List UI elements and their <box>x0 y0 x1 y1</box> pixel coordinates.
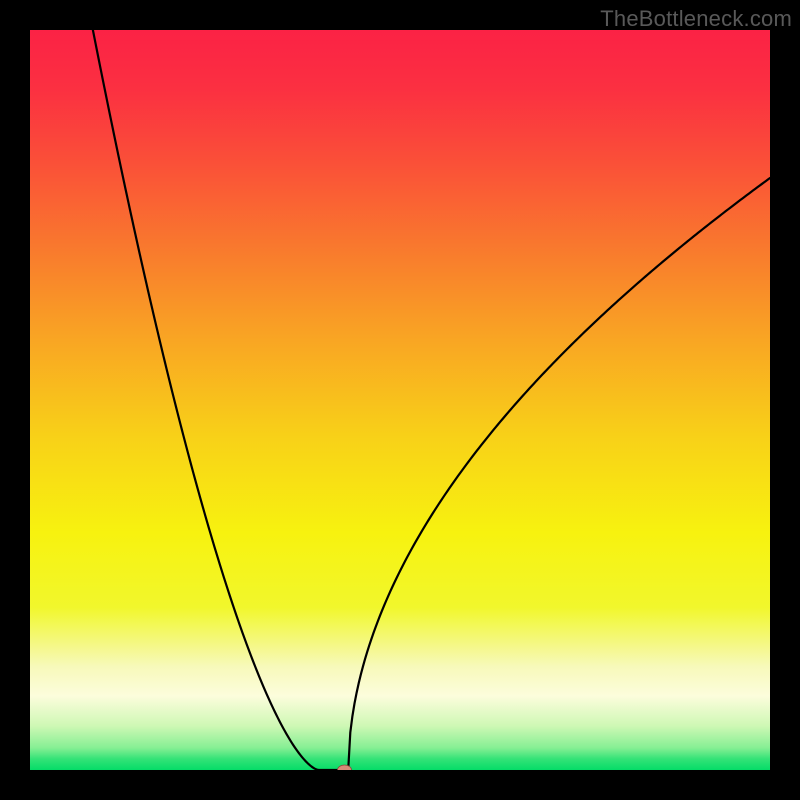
plot-area <box>30 30 770 770</box>
chart-background <box>30 30 770 770</box>
chart-container: TheBottleneck.com <box>0 0 800 800</box>
chart-svg <box>30 30 770 770</box>
watermark-text: TheBottleneck.com <box>600 6 792 32</box>
